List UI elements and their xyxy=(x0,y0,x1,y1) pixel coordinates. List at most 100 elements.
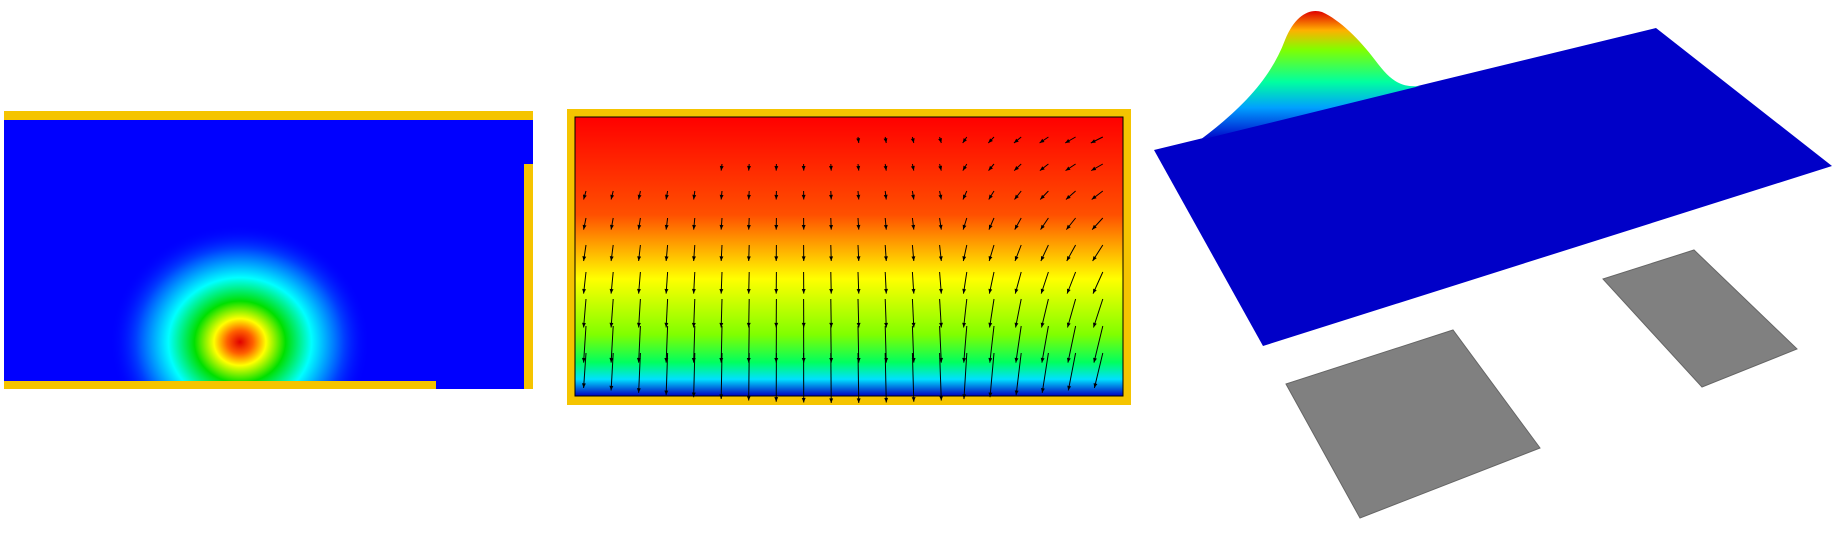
arrow-head xyxy=(988,288,993,294)
wall-right xyxy=(524,164,533,389)
arrow-head xyxy=(746,224,751,230)
arrow-head xyxy=(582,256,587,261)
flow-arrow xyxy=(665,352,669,396)
wall-top xyxy=(4,111,533,120)
arrow-head xyxy=(938,165,943,171)
arrow-head xyxy=(719,322,724,328)
panel-left xyxy=(4,111,533,389)
arrow-head xyxy=(1093,357,1097,363)
arrow-head xyxy=(692,194,697,200)
arrow-head xyxy=(1040,322,1045,328)
arrow-head xyxy=(856,224,861,230)
arrow-head xyxy=(938,194,943,200)
arrow-head xyxy=(582,322,586,328)
arrow-head xyxy=(988,224,993,230)
arrow-head xyxy=(962,288,967,294)
arrow-head xyxy=(1040,388,1045,393)
arrow-head xyxy=(609,322,614,328)
arrow-head xyxy=(665,194,669,200)
arrow-head xyxy=(962,357,967,363)
flow-arrow xyxy=(911,298,915,328)
arrow-head xyxy=(636,322,641,328)
arrow-head xyxy=(856,138,861,143)
arrow-head xyxy=(962,394,967,400)
arrow-head xyxy=(829,288,834,294)
arrow-head xyxy=(582,224,587,230)
arrow-head xyxy=(856,398,861,403)
arrow-head xyxy=(856,322,861,328)
flow-arrow xyxy=(989,352,995,398)
flow-arrow xyxy=(1067,325,1077,363)
arrow-head xyxy=(911,288,916,294)
flow-arrow xyxy=(857,325,860,363)
arrow-head xyxy=(1039,138,1045,143)
arrow-head xyxy=(774,322,779,328)
arrow-head xyxy=(856,194,861,200)
arrow-head xyxy=(1014,357,1019,363)
arrow-head xyxy=(637,224,642,230)
flow-arrow xyxy=(989,298,995,328)
arrow-head xyxy=(1091,166,1097,171)
flow-arrow xyxy=(911,325,915,363)
arrow-head xyxy=(828,165,833,171)
arrow-head xyxy=(664,322,669,328)
panel-middle xyxy=(567,109,1131,405)
arrow-head xyxy=(911,397,916,402)
arrow-head xyxy=(884,322,889,328)
flow-arrow xyxy=(583,298,587,328)
flow-arrow xyxy=(1093,352,1104,389)
arrow-head xyxy=(664,390,669,396)
arrow-head xyxy=(856,288,861,294)
flow-arrow xyxy=(720,325,723,363)
flow-arrow xyxy=(1041,298,1049,328)
arrow-head xyxy=(988,194,993,200)
arrow-head xyxy=(610,194,615,200)
arrow-head xyxy=(1066,256,1071,261)
arrow-head xyxy=(911,194,915,200)
arrow-head xyxy=(988,392,993,398)
arrow-head xyxy=(962,138,967,143)
arrow-head xyxy=(746,256,751,261)
arrow-head xyxy=(637,194,642,200)
shadow-plate xyxy=(1602,249,1798,388)
arrow-head xyxy=(1040,256,1045,261)
arrow-head xyxy=(664,256,669,261)
arrow-head xyxy=(910,165,915,171)
arrow-head xyxy=(883,138,888,143)
arrow-head xyxy=(938,256,943,261)
flow-arrow xyxy=(857,352,860,403)
arrow-head xyxy=(1091,195,1097,200)
arrow-head xyxy=(1040,194,1045,200)
flow-arrow xyxy=(665,298,669,328)
flow-arrow xyxy=(1093,325,1104,363)
flow-arrow xyxy=(638,298,641,328)
flow-arrow xyxy=(748,352,750,401)
hot-spot xyxy=(4,118,533,389)
arrow-head xyxy=(609,385,614,391)
arrow-head xyxy=(939,288,943,294)
arrow-head xyxy=(801,224,806,230)
arrow-head xyxy=(747,194,751,200)
arrow-head xyxy=(664,288,669,294)
arrow-head xyxy=(829,224,834,230)
arrow-head xyxy=(911,256,916,261)
arrow-head xyxy=(988,138,993,143)
arrow-head xyxy=(988,256,993,261)
flow-arrow xyxy=(884,325,887,363)
arrow-head xyxy=(1066,322,1071,328)
flow-arrow xyxy=(693,325,696,363)
arrow-head xyxy=(1014,166,1019,171)
arrow-head xyxy=(1040,224,1045,230)
panel-right xyxy=(1154,10,1832,519)
arrow-head xyxy=(719,288,724,294)
flow-arrow xyxy=(638,352,641,393)
flow-arrow xyxy=(748,298,750,328)
arrow-head xyxy=(581,357,586,363)
arrow-head xyxy=(1065,166,1071,171)
flow-arrow xyxy=(1041,352,1049,393)
arrow-head xyxy=(746,322,751,328)
flow-arrow xyxy=(610,298,614,328)
arrow-head xyxy=(1040,288,1045,294)
arrow-head xyxy=(747,165,751,171)
arrow-head xyxy=(962,322,967,328)
